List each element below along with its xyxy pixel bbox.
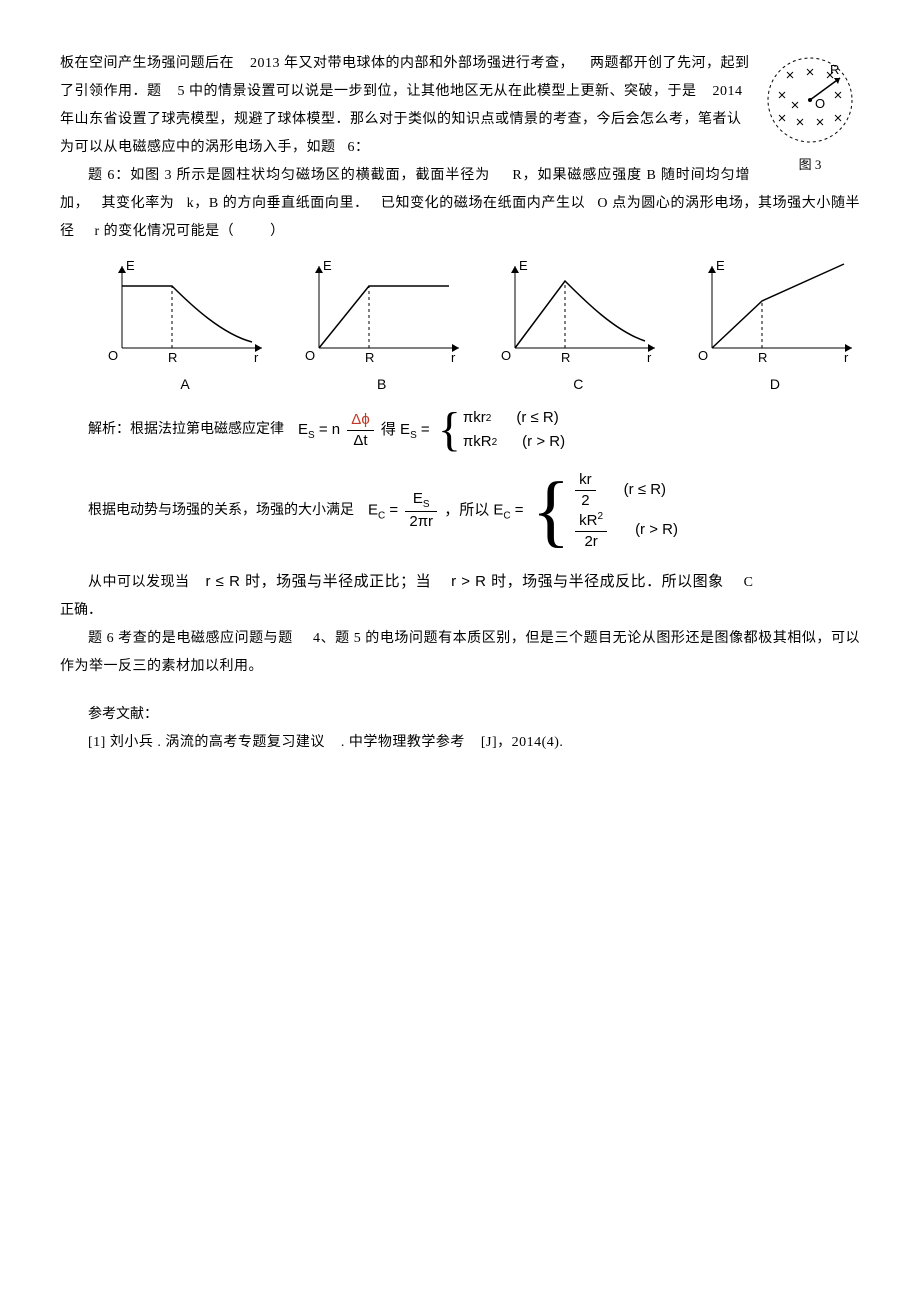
eq1-r2c: (r > R) [522,431,565,454]
eq2-sub2: C [503,510,510,521]
svg-text:O: O [108,348,118,363]
svg-text:O: O [501,348,511,363]
svg-text:E: E [126,258,135,273]
eq2-r1n: kr [575,470,596,491]
intro-paragraph: 板在空间产生场强问题后在 2013 年又对带电球体的内部和外部场强进行考查， 两… [60,50,860,162]
eq1-r2: πkR [463,431,492,454]
q6-g: r 的变化情况可能是（ [95,224,235,239]
chart-option-D: E O R r D [690,256,860,398]
s1a: 解析：根据法拉第电磁感应定律 [88,416,284,444]
r1b: . 中学物理教学参考 [341,735,465,750]
eq2-r2n: kR [579,512,597,529]
eq2-den: 2πr [405,512,437,532]
fig3-R-label: R [830,62,839,77]
chart-option-B: E O R r B [297,256,467,398]
eq2-lhs: E [368,501,378,518]
chart-label-D: D [690,370,860,398]
eq2-mid: ，所以 E [444,501,503,518]
svg-text:O: O [698,348,708,363]
eq2-r1d: 2 [575,491,596,511]
q6-c: 其变化率为 [101,196,174,211]
eq1-eq: = n [315,421,340,438]
solution-line-1: 解析：根据法拉第电磁感应定律 ES = n ΔϕΔt 得 ES = { πkr2… [88,406,860,454]
eq2-eq2: = [511,501,528,518]
eq1-r1: πkr [463,407,486,430]
s3a: 从中可以发现当 [88,575,190,590]
s3d: C [744,575,754,590]
solution-para-4: 题 6 考查的是电磁感应问题与题 4、题 5 的电场问题有本质区别，但是三个题目… [60,625,860,681]
eq1-sub2: S [410,430,417,441]
svg-text:R: R [365,350,374,365]
s3c: r > R 时，场强与半径成反比．所以图象 [451,573,724,590]
q6-h: ） [270,224,285,239]
s2a: 根据电动势与场强的关系，场强的大小满足 [88,497,354,525]
svg-text:E: E [716,258,725,273]
eq1-eq2: = [417,421,434,438]
answer-charts-row: E O R r A E O R r B [100,256,860,398]
fig3-caption: 图 3 [760,152,860,178]
intro-1b: 2013 年又对带电球体的内部和外部场强进行考查， [250,56,574,71]
intro-1d: 5 中的情景设置可以说是一步到位，让其他地区无从在此模型上更新、突破，于是 [178,84,697,99]
svg-text:R: R [561,350,570,365]
eq1-den: Δt [347,431,373,451]
svg-text:E: E [519,258,528,273]
question-6: 题 6：如图 3 所示是圆柱状均匀磁场区的横截面，截面半径为 R，如果磁感应强度… [60,162,860,246]
fig3-O-label: O [815,96,825,111]
refs-title: 参考文献： [60,701,860,729]
svg-text:r: r [844,350,849,365]
r1: [1] 刘小兵 . 涡流的高考专题复习建议 [88,735,325,750]
solution-conclusion: 从中可以发现当 r ≤ R 时，场强与半径成正比；当 r > R 时，场强与半径… [60,567,860,597]
chart-option-A: E O R r A [100,256,270,398]
chart-label-A: A [100,370,270,398]
intro-1f: 6： [348,140,370,155]
s4a: 题 6 考查的是电磁感应问题与题 [88,631,293,646]
s3e: 正确． [60,597,860,625]
eq2: EC = ES2πr ，所以 EC = { kr2(r ≤ R) kR22r(r… [368,470,678,551]
eq1-r1c: (r ≤ R) [516,407,558,430]
r1c: [J]，2014(4). [481,735,564,750]
intro-1a: 板在空间产生场强问题后在 [60,56,234,71]
eq1-mid: 得 E [381,421,410,438]
svg-text:r: r [647,350,652,365]
solution-line-2: 根据电动势与场强的关系，场强的大小满足 EC = ES2πr ，所以 EC = … [88,470,860,551]
eq2-r2d: 2r [575,532,607,552]
svg-text:R: R [168,350,177,365]
svg-text:E: E [323,258,332,273]
svg-text:r: r [451,350,456,365]
figure-3: R O 图 3 [760,50,860,178]
chart-label-B: B [297,370,467,398]
eq2-eq: = [385,501,402,518]
q6-e: 已知变化的磁场在纸面内产生以 [381,196,585,211]
q6-d: k，B 的方向垂直纸面向里． [187,196,369,211]
eq1-sub: S [308,430,315,441]
eq1: ES = n ΔϕΔt 得 ES = { πkr2(r ≤ R) πkR2(r … [298,406,565,454]
chart-label-C: C [493,370,663,398]
eq1-lhs: E [298,421,308,438]
eq2-num-sub: S [423,499,430,510]
svg-text:R: R [758,350,767,365]
ref-1: [1] 刘小兵 . 涡流的高考专题复习建议 . 中学物理教学参考 [J]，201… [60,729,860,757]
eq1-num: Δϕ [347,410,373,431]
q6-a: 题 6：如图 3 所示是圆柱状均匀磁场区的横截面，截面半径为 [88,168,490,183]
chart-option-C: E O R r C [493,256,663,398]
svg-text:r: r [254,350,259,365]
s3b: r ≤ R 时，场强与半径成正比；当 [206,573,432,590]
eq2-num: E [413,490,423,507]
svg-text:O: O [305,348,315,363]
figure-3-svg: R O [760,50,860,150]
eq2-r1c: (r ≤ R) [624,479,666,502]
eq2-r2c: (r > R) [635,519,678,542]
